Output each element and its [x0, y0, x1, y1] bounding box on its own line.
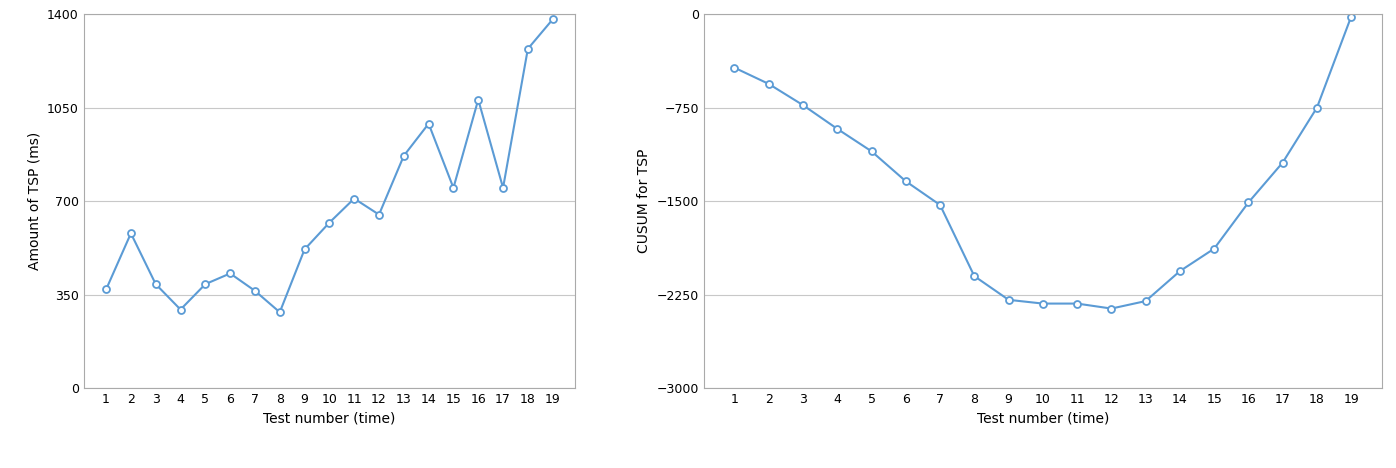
Y-axis label: Amount of TSP (ms): Amount of TSP (ms)	[28, 132, 42, 271]
Y-axis label: CUSUM for TSP: CUSUM for TSP	[637, 149, 651, 254]
X-axis label: Test number (time): Test number (time)	[977, 412, 1108, 426]
X-axis label: Test number (time): Test number (time)	[264, 412, 395, 426]
